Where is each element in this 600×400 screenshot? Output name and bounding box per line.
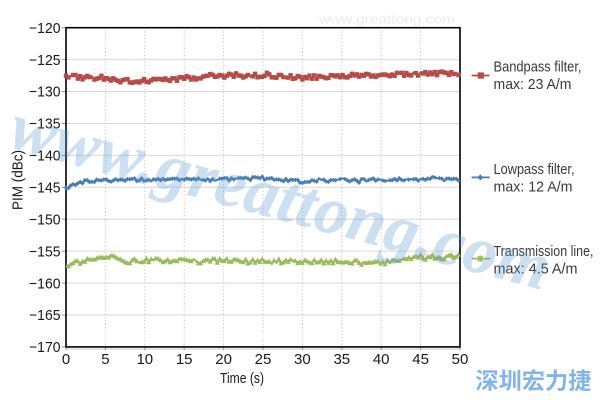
svg-text:Time (s): Time (s) <box>220 370 264 387</box>
svg-text:Lowpass filter,: Lowpass filter, <box>494 162 575 178</box>
svg-text:www.greattong.com: www.greattong.com <box>318 13 455 27</box>
svg-text:−145: −145 <box>29 180 61 197</box>
svg-text:−140: −140 <box>29 148 61 165</box>
svg-text:30: 30 <box>294 351 311 368</box>
svg-text:Transmission line,: Transmission line, <box>494 244 594 260</box>
svg-text:PIM (dBc): PIM (dBc) <box>10 150 27 210</box>
svg-text:−135: −135 <box>29 116 61 133</box>
svg-text:Bandpass filter,: Bandpass filter, <box>494 60 582 76</box>
svg-text:50: 50 <box>452 351 469 368</box>
svg-text:40: 40 <box>373 351 390 368</box>
svg-text:max: 23 A/m: max: 23 A/m <box>494 77 572 93</box>
svg-text:max: 12 A/m: max: 12 A/m <box>494 180 573 196</box>
svg-text:−125: −125 <box>29 52 61 69</box>
svg-text:−165: −165 <box>29 307 61 324</box>
svg-text:15: 15 <box>176 351 193 368</box>
svg-text:−150: −150 <box>29 211 61 228</box>
svg-text:−120: −120 <box>29 20 61 37</box>
svg-text:5: 5 <box>101 351 109 368</box>
svg-text:−170: −170 <box>29 339 61 356</box>
svg-text:25: 25 <box>255 351 272 368</box>
svg-text:max: 4.5 A/m: max: 4.5 A/m <box>494 262 578 278</box>
svg-text:−130: −130 <box>29 84 61 101</box>
svg-text:45: 45 <box>412 351 429 368</box>
svg-text:10: 10 <box>136 351 153 368</box>
svg-text:−160: −160 <box>29 275 61 292</box>
svg-text:20: 20 <box>215 351 232 368</box>
svg-text:35: 35 <box>333 351 350 368</box>
svg-text:0: 0 <box>62 351 70 368</box>
svg-text:−155: −155 <box>29 243 61 260</box>
